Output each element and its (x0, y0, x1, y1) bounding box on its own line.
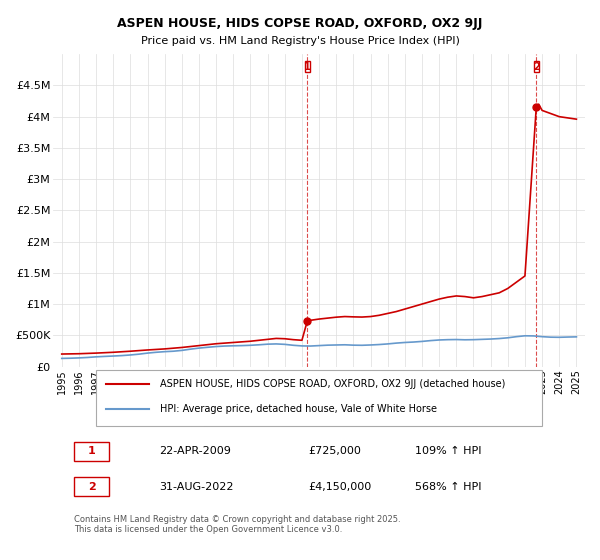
Text: 2: 2 (533, 62, 539, 72)
FancyBboxPatch shape (534, 61, 539, 72)
FancyBboxPatch shape (74, 477, 109, 497)
FancyBboxPatch shape (96, 370, 542, 426)
Text: 1: 1 (304, 62, 311, 72)
Text: Price paid vs. HM Land Registry's House Price Index (HPI): Price paid vs. HM Land Registry's House … (140, 36, 460, 46)
Text: 1: 1 (88, 446, 96, 456)
Text: £725,000: £725,000 (308, 446, 361, 456)
Text: 568% ↑ HPI: 568% ↑ HPI (415, 482, 481, 492)
Text: ASPEN HOUSE, HIDS COPSE ROAD, OXFORD, OX2 9JJ (detached house): ASPEN HOUSE, HIDS COPSE ROAD, OXFORD, OX… (160, 379, 505, 389)
Text: Contains HM Land Registry data © Crown copyright and database right 2025.
This d: Contains HM Land Registry data © Crown c… (74, 515, 401, 534)
Text: 31-AUG-2022: 31-AUG-2022 (160, 482, 234, 492)
FancyBboxPatch shape (74, 442, 109, 461)
Text: £4,150,000: £4,150,000 (308, 482, 371, 492)
Text: HPI: Average price, detached house, Vale of White Horse: HPI: Average price, detached house, Vale… (160, 404, 437, 414)
FancyBboxPatch shape (305, 61, 310, 72)
Text: 109% ↑ HPI: 109% ↑ HPI (415, 446, 481, 456)
Text: 22-APR-2009: 22-APR-2009 (160, 446, 232, 456)
Text: ASPEN HOUSE, HIDS COPSE ROAD, OXFORD, OX2 9JJ: ASPEN HOUSE, HIDS COPSE ROAD, OXFORD, OX… (118, 17, 482, 30)
Text: 2: 2 (88, 482, 96, 492)
